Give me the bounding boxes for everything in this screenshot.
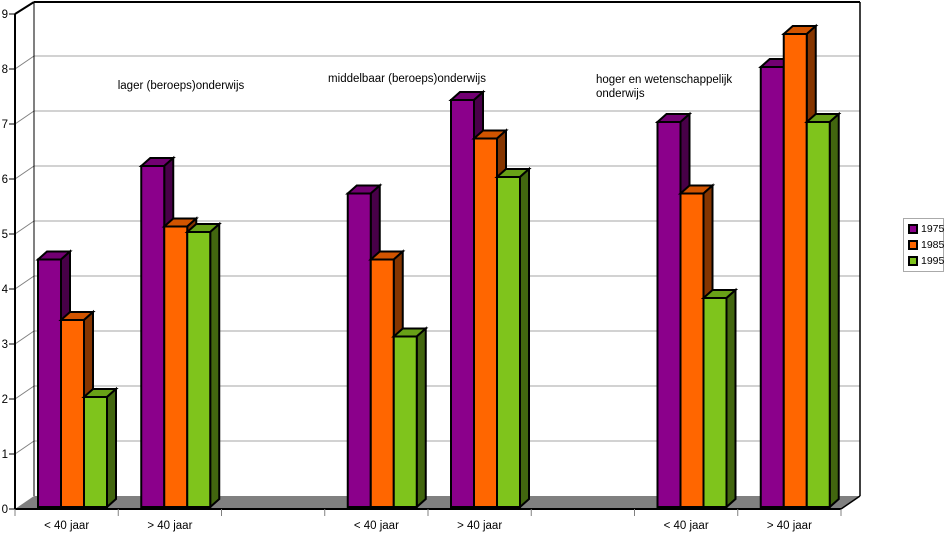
category-label: > 40 jaar [147,520,192,532]
legend-label: 1985 [921,238,945,251]
group-label-lager-onderwijs: lager (beroeps)onderwijs [117,80,245,92]
bar-1985-40jaar [679,192,705,508]
legend-swatch-1995 [908,256,918,266]
y-tick-label: 2 [2,394,8,406]
bar-1975-40jaar [759,66,785,508]
bar-1995-40jaar [186,231,212,508]
legend-label: 1975 [921,222,945,235]
gridline-connector [14,440,35,455]
legend: 1975 1985 1995 [903,218,944,272]
group-label-hoger-onderwijs: hoger en wetenschappelijk onderwijs [596,74,733,100]
bar-1995-40jaar [209,221,221,510]
bar-1995-40jaar [805,121,831,508]
bar-1995-40jaar [83,396,108,508]
y-tick-label: 7 [2,119,8,131]
y-tick-label: 4 [2,284,9,296]
group-label-middelbaar-onderwijs: middelbaar (beroeps)onderwijs [328,73,486,85]
gridline-connector [14,385,35,400]
gridline-connector [14,110,35,125]
gridline-connector [14,165,35,180]
y-tick-label: 3 [2,339,8,351]
y-tick-label: 8 [2,64,8,76]
category-label: < 40 jaar [44,520,89,532]
y-tick-label: 5 [2,229,8,241]
legend-swatch-1985 [908,240,918,250]
y-tick-label: 1 [2,449,8,461]
legend-item: 1985 [908,238,945,251]
bar-1975-40jaar [346,192,372,508]
gridline-connector [14,55,35,70]
gridline-connector [14,330,35,345]
bar-1995-40jaar [725,287,737,510]
bar-1975-40jaar [37,258,62,508]
category-label: > 40 jaar [767,520,812,532]
bar-1985-40jaar [163,225,189,508]
gridline-connector [14,275,35,290]
legend-item: 1995 [908,254,945,267]
bar-1985-40jaar [369,258,395,508]
bar-1985-40jaar [782,33,808,508]
bar-1995-40jaar [106,386,117,510]
bar-1995-40jaar [702,297,728,508]
y-tick-label: 9 [2,9,8,21]
y-tick-label: 6 [2,174,8,186]
floor-edge [840,495,861,510]
bar-1975-40jaar [656,121,682,508]
category-label: < 40 jaar [354,520,399,532]
bar-1985-40jaar [473,137,498,508]
legend-label: 1995 [921,254,945,267]
legend-swatch-1975 [908,224,918,234]
left-wall [15,2,34,509]
bar-1995-40jaar [496,176,521,508]
bar-1995-40jaar [519,166,530,510]
bar-1995-40jaar [828,111,840,510]
bar-1995-40jaar [392,335,418,508]
legend-item: 1975 [908,222,945,235]
bar-1975-40jaar [140,165,166,508]
bar-1975-40jaar [450,99,475,508]
bar-1995-40jaar [415,326,427,510]
floor [15,496,860,509]
y-tick-label: 0 [2,504,8,516]
bar-1985-40jaar [60,319,85,508]
category-label: < 40 jaar [664,520,709,532]
gridline-connector [14,220,35,235]
wall-edge [14,1,35,15]
category-label: > 40 jaar [457,520,502,532]
